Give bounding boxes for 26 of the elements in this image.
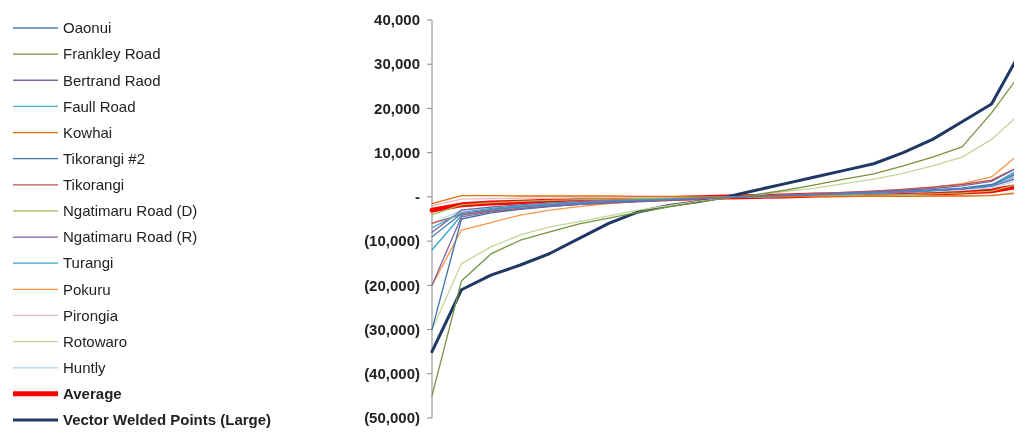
y-tick-label: 10,000 [374,143,420,161]
legend-label: Ngatimaru Road (D) [63,202,198,220]
legend-label: Vector Welded Points (Large) [63,411,272,429]
y-tick-label: - [415,188,420,206]
legend-label: Tikorangi [63,176,125,194]
y-tick-label: 30,000 [374,55,420,73]
legend-label: Pokuru [63,280,111,298]
y-tick-label: 20,000 [374,99,420,117]
y-tick-label: (10,000) [364,232,420,250]
legend-label: Rotowaro [63,332,128,350]
legend-label: Kowhai [63,123,113,141]
legend-label: Tikorangi #2 [63,149,145,167]
legend-label: Ngatimaru Road (R) [63,228,198,246]
legend-label: Frankley Road [63,45,161,63]
y-tick-label: (30,000) [364,320,420,338]
y-tick-label: (50,000) [364,409,420,427]
legend-label: Huntly [63,358,107,376]
legend-label: Turangi [63,254,114,272]
legend-label: Bertrand Raod [63,71,161,89]
legend-label: Average [63,385,122,403]
y-tick-label: (20,000) [364,276,420,294]
legend-label: Oaonui [63,19,112,37]
legend-label: Faull Road [63,97,136,115]
legend-label: Pirongia [63,306,119,324]
y-tick-label: 40,000 [374,11,420,29]
y-tick-label: (40,000) [364,365,420,383]
